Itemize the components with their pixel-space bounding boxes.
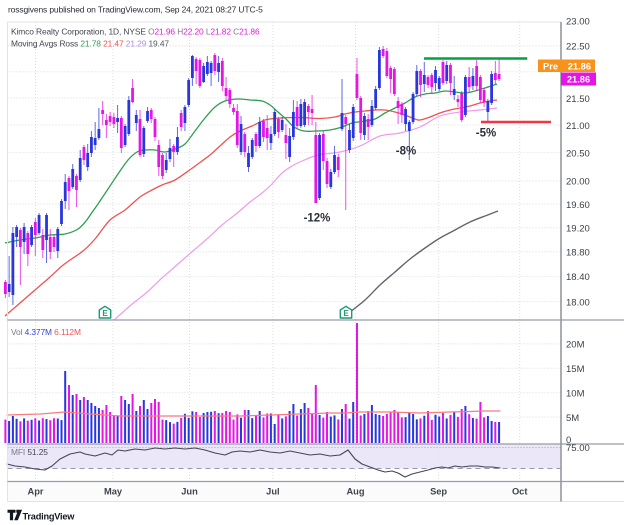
- svg-text:19.60: 19.60: [566, 200, 590, 211]
- svg-text:Aug: Aug: [346, 487, 364, 497]
- svg-text:Apr: Apr: [27, 487, 43, 497]
- svg-text:5M: 5M: [566, 413, 579, 424]
- svg-text:10M: 10M: [566, 389, 585, 400]
- svg-text:21.00: 21.00: [566, 121, 590, 132]
- svg-text:E: E: [343, 309, 349, 318]
- svg-text:21.86: 21.86: [568, 61, 591, 71]
- svg-text:18.80: 18.80: [566, 248, 590, 259]
- svg-text:20.00: 20.00: [566, 177, 590, 188]
- svg-text:Moving Avgs Ross 21.78 21.47 2: Moving Avgs Ross 21.78 21.47 21.29 19.47: [11, 38, 169, 48]
- svg-text:Pre: Pre: [543, 61, 558, 71]
- svg-text:0: 0: [566, 435, 571, 446]
- svg-text:rossgivens published on Tradin: rossgivens published on TradingView.com,…: [8, 5, 263, 15]
- svg-text:18.00: 18.00: [566, 297, 590, 308]
- svg-text:TradingView: TradingView: [23, 511, 76, 521]
- svg-text:E: E: [102, 309, 108, 318]
- svg-text:-5%: -5%: [476, 127, 496, 139]
- svg-text:Jun: Jun: [181, 487, 198, 497]
- svg-text:Vol 4.377M 6.112M: Vol 4.377M 6.112M: [11, 327, 81, 337]
- svg-text:15M: 15M: [566, 364, 585, 375]
- svg-text:20M: 20M: [566, 340, 585, 351]
- svg-text:21.50: 21.50: [566, 94, 590, 105]
- svg-text:-12%: -12%: [304, 213, 331, 225]
- svg-text:Jul: Jul: [266, 487, 279, 497]
- svg-text:20.50: 20.50: [566, 148, 590, 159]
- svg-text:23.00: 23.00: [566, 17, 590, 28]
- svg-text:-8%: -8%: [396, 146, 416, 158]
- svg-text:75.00: 75.00: [566, 443, 590, 454]
- svg-text:22.50: 22.50: [566, 42, 590, 53]
- svg-text:MFI 51.25: MFI 51.25: [11, 447, 48, 457]
- svg-text:19.20: 19.20: [566, 224, 590, 235]
- svg-text:21.86: 21.86: [567, 75, 590, 85]
- svg-text:Sep: Sep: [430, 487, 447, 497]
- svg-text:May: May: [104, 487, 123, 497]
- svg-text:Oct: Oct: [512, 487, 528, 497]
- svg-text:18.40: 18.40: [566, 272, 590, 283]
- svg-text:Kimco Realty Corporation, 1D,: Kimco Realty Corporation, 1D, NYSE O21.9…: [11, 26, 260, 36]
